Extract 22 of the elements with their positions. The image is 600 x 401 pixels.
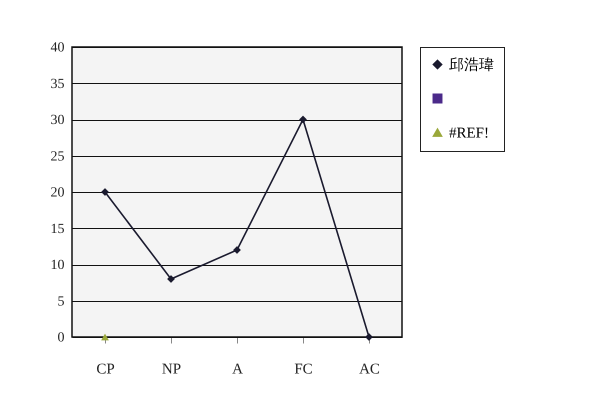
point xyxy=(101,188,109,196)
y-tick-label: 0 xyxy=(58,330,64,346)
y-tick-label: 15 xyxy=(50,222,64,237)
y-tick-label: 35 xyxy=(50,76,64,92)
point xyxy=(167,275,175,283)
legend-label: 邱浩瑋 xyxy=(449,56,494,74)
y-tick-label: 10 xyxy=(50,258,64,273)
x-tick-label: CP xyxy=(96,362,115,378)
point xyxy=(299,116,307,124)
x-tick-label: A xyxy=(232,362,244,378)
y-tick-label: 20 xyxy=(50,186,64,200)
legend-label: #REF! xyxy=(449,126,490,142)
point xyxy=(233,246,241,254)
y-tick-label: 25 xyxy=(50,149,64,164)
x-tick-label: NP xyxy=(162,362,182,378)
y-tick-label: 5 xyxy=(58,294,64,310)
point xyxy=(365,333,373,341)
y-tick-label: 40 xyxy=(50,40,64,56)
y-tick-label: 30 xyxy=(50,113,64,128)
x-tick-label: FC xyxy=(294,362,313,378)
point xyxy=(101,334,109,340)
x-tick-label: AC xyxy=(359,362,380,378)
